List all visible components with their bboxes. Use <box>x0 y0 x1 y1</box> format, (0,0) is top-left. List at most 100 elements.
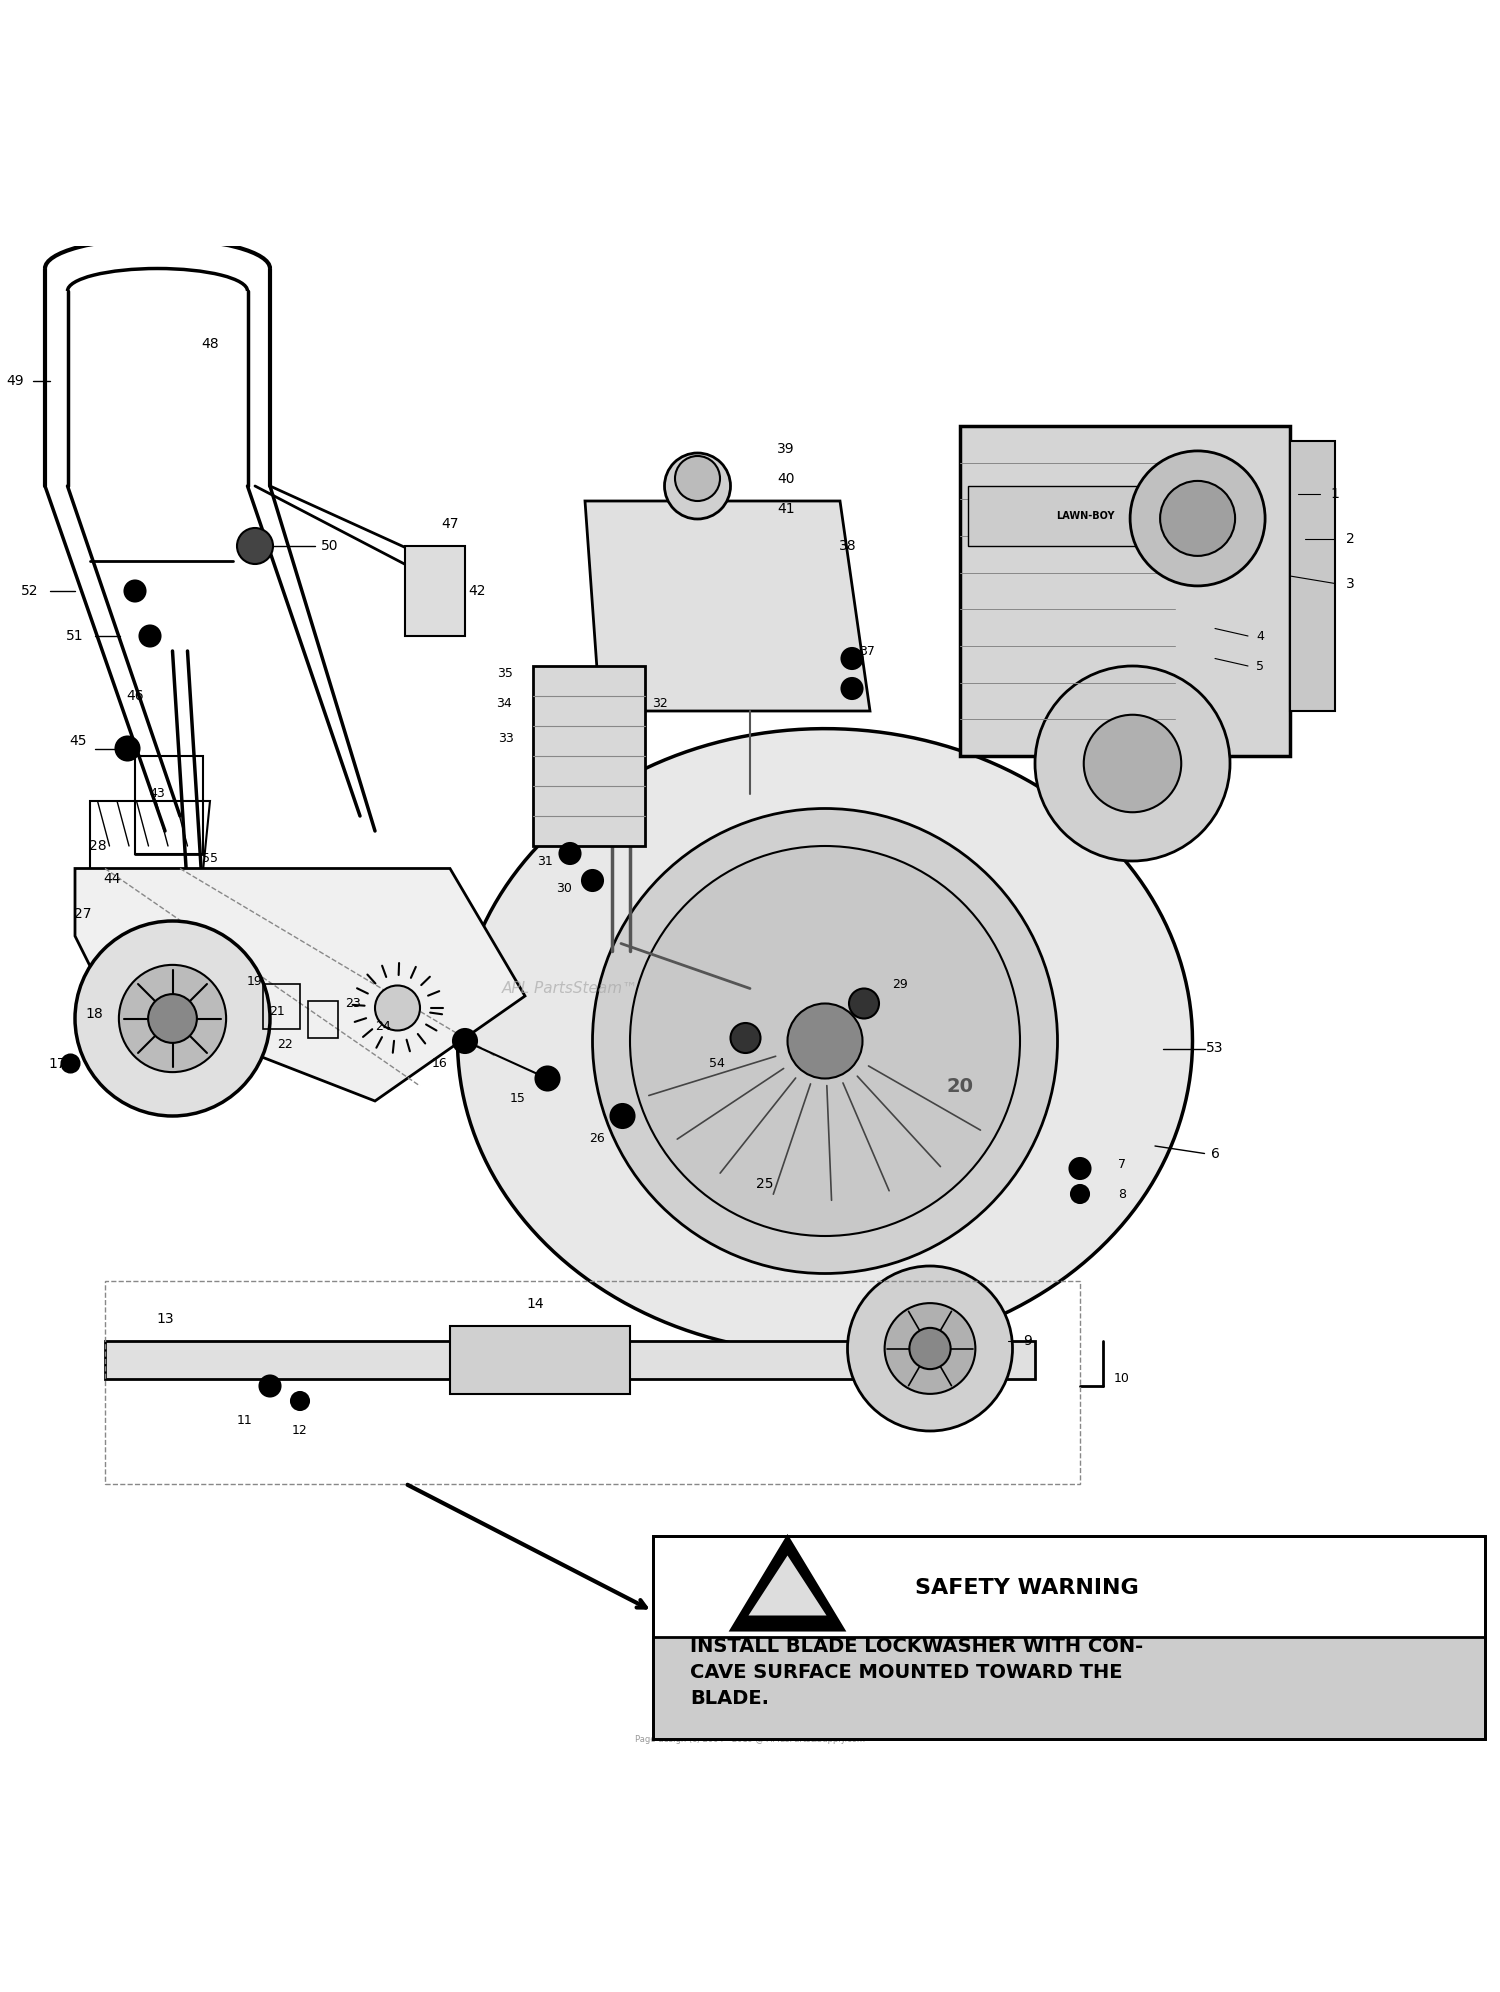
Text: 48: 48 <box>201 337 219 351</box>
Circle shape <box>116 737 140 761</box>
Circle shape <box>237 528 273 564</box>
Circle shape <box>536 1066 560 1090</box>
Bar <box>308 1000 338 1038</box>
Text: 2: 2 <box>1346 532 1354 546</box>
Polygon shape <box>730 1536 844 1631</box>
Text: 38: 38 <box>839 540 856 554</box>
Text: INSTALL BLADE LOCKWASHER WITH CON-
CAVE SURFACE MOUNTED TOWARD THE
BLADE.: INSTALL BLADE LOCKWASHER WITH CON- CAVE … <box>690 1637 1143 1709</box>
Circle shape <box>148 994 196 1044</box>
Bar <box>652 1536 1485 1739</box>
Bar <box>405 546 465 635</box>
Text: 50: 50 <box>321 540 339 554</box>
Circle shape <box>842 677 862 699</box>
Bar <box>105 1341 1035 1378</box>
Text: 45: 45 <box>69 733 87 749</box>
Text: 35: 35 <box>498 667 513 679</box>
Text: 7: 7 <box>1118 1157 1126 1171</box>
Circle shape <box>62 1054 80 1072</box>
Text: APL PartsSteam™: APL PartsSteam™ <box>503 980 638 996</box>
Text: 36: 36 <box>840 681 855 695</box>
Bar <box>1290 440 1335 711</box>
Text: 29: 29 <box>892 978 908 990</box>
Bar <box>968 486 1215 546</box>
Circle shape <box>630 847 1020 1235</box>
Bar <box>652 1536 1485 1641</box>
Circle shape <box>140 625 160 647</box>
Text: 16: 16 <box>432 1058 447 1070</box>
Circle shape <box>560 843 580 865</box>
Circle shape <box>730 1024 760 1054</box>
Text: 49: 49 <box>6 374 24 388</box>
Polygon shape <box>75 869 525 1102</box>
Circle shape <box>847 1267 1012 1430</box>
Bar <box>960 426 1290 757</box>
Circle shape <box>375 986 420 1030</box>
Circle shape <box>260 1376 280 1396</box>
Text: 52: 52 <box>21 584 39 598</box>
Circle shape <box>124 580 146 602</box>
Bar <box>532 665 645 847</box>
Text: 13: 13 <box>156 1311 174 1325</box>
Circle shape <box>1083 715 1182 813</box>
Text: 47: 47 <box>441 516 459 530</box>
Circle shape <box>1160 480 1234 556</box>
Text: 28: 28 <box>88 839 106 853</box>
Text: 12: 12 <box>292 1424 308 1438</box>
Text: 4: 4 <box>1256 629 1264 643</box>
Text: 19: 19 <box>248 974 262 988</box>
Circle shape <box>610 1104 634 1127</box>
Circle shape <box>1035 665 1230 861</box>
Circle shape <box>582 871 603 890</box>
Text: 43: 43 <box>150 787 165 801</box>
Circle shape <box>788 1004 862 1078</box>
Text: 39: 39 <box>777 442 795 456</box>
Text: 41: 41 <box>777 502 795 516</box>
Circle shape <box>592 809 1058 1273</box>
Text: 26: 26 <box>590 1131 604 1145</box>
Bar <box>135 757 202 853</box>
Polygon shape <box>748 1556 827 1616</box>
Text: 8: 8 <box>1118 1187 1126 1201</box>
Circle shape <box>75 920 270 1116</box>
Circle shape <box>675 456 720 502</box>
Bar <box>262 984 300 1030</box>
Text: 24: 24 <box>375 1020 390 1032</box>
Text: 22: 22 <box>278 1038 292 1050</box>
Text: 40: 40 <box>777 472 795 486</box>
Text: LAWN-BOY: LAWN-BOY <box>1056 512 1114 522</box>
Circle shape <box>664 452 730 520</box>
Circle shape <box>1071 1185 1089 1203</box>
Text: 10: 10 <box>1114 1372 1130 1384</box>
Circle shape <box>1070 1157 1090 1179</box>
Text: 51: 51 <box>66 629 84 643</box>
Text: 44: 44 <box>104 872 122 886</box>
Text: 20: 20 <box>946 1076 974 1096</box>
Text: 53: 53 <box>1206 1042 1224 1056</box>
Bar <box>652 1637 1485 1739</box>
Circle shape <box>453 1030 477 1054</box>
Text: 32: 32 <box>652 697 668 709</box>
Circle shape <box>118 964 226 1072</box>
Polygon shape <box>458 729 1192 1353</box>
Text: 55: 55 <box>202 851 217 865</box>
Text: 9: 9 <box>1023 1335 1032 1349</box>
Text: 25: 25 <box>756 1177 774 1191</box>
Text: 17: 17 <box>48 1056 66 1070</box>
Circle shape <box>885 1303 975 1394</box>
Text: 37: 37 <box>859 645 874 657</box>
Text: 34: 34 <box>496 697 512 709</box>
Circle shape <box>1130 450 1264 586</box>
Bar <box>450 1327 630 1394</box>
Text: Page design (c) 2004 - 2019 @ APlusParts&Supply.com: Page design (c) 2004 - 2019 @ APlusParts… <box>634 1735 866 1745</box>
Text: 1: 1 <box>1330 486 1340 500</box>
Circle shape <box>849 988 879 1018</box>
Circle shape <box>909 1329 951 1369</box>
Bar <box>105 1281 1080 1484</box>
Polygon shape <box>585 502 870 711</box>
Text: 15: 15 <box>510 1092 525 1104</box>
Circle shape <box>842 647 862 669</box>
Text: SAFETY WARNING: SAFETY WARNING <box>915 1578 1138 1598</box>
Text: 11: 11 <box>237 1414 252 1426</box>
Text: 3: 3 <box>1346 576 1354 590</box>
Text: 23: 23 <box>345 998 360 1010</box>
